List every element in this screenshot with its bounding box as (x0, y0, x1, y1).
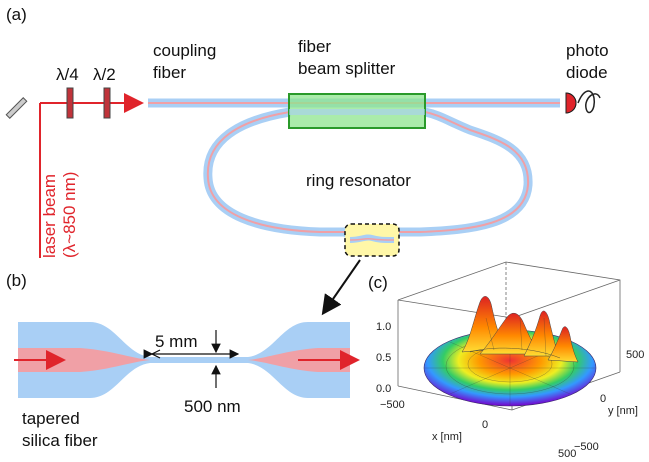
beam-splitter-label: fiber beam splitter (298, 37, 396, 78)
panel-label-c: (c) (368, 273, 388, 292)
photo-diode-label: photo diode (566, 41, 609, 82)
svg-text:coupling: coupling (153, 41, 216, 60)
photodiode-wire (577, 90, 601, 114)
svg-text:silica fiber: silica fiber (22, 431, 98, 450)
zoom-arrow (321, 259, 361, 316)
svg-text:tapered: tapered (22, 409, 80, 428)
svg-text:(λ~850 nm): (λ~850 nm) (60, 172, 79, 258)
panel-label-a: (a) (6, 5, 27, 24)
svg-text:fiber: fiber (153, 63, 186, 82)
tapered-fiber-cladding (18, 322, 350, 398)
x-tick-label: 500 (558, 448, 576, 460)
z-tick-label: 0.0 (376, 383, 391, 395)
quarter-wave-label: λ/4 (56, 65, 79, 84)
surface-plot: 1.0 0.5 0.0 −500 0 500 x [nm] 500 0 −500… (376, 261, 644, 460)
y-axis-label: y [nm] (608, 405, 638, 417)
svg-text:laser beam: laser beam (40, 174, 59, 258)
x-axis-label: x [nm] (432, 431, 462, 443)
half-wave-label: λ/2 (93, 65, 116, 84)
mirror (5, 97, 28, 119)
quarter-wave-plate (66, 87, 74, 119)
svg-text:fiber: fiber (298, 37, 331, 56)
y-tick-label: 0 (600, 393, 606, 405)
tapered-fiber-core (18, 348, 350, 372)
tapered-fiber-label: tapered silica fiber (22, 409, 98, 450)
laser-beam-label: laser beam (λ~850 nm) (40, 172, 79, 258)
length-label: 5 mm (155, 332, 198, 351)
x-tick-label: 0 (482, 419, 488, 431)
x-tick-label: −500 (380, 399, 405, 411)
y-tick-label: 500 (626, 349, 644, 361)
diameter-label: 500 nm (184, 397, 241, 416)
ring-resonator-label: ring resonator (306, 171, 411, 190)
coupling-fiber-label: coupling fiber (153, 41, 216, 82)
z-tick-label: 0.5 (376, 352, 391, 364)
photodiode (565, 92, 577, 114)
y-tick-label: −500 (574, 441, 599, 453)
half-wave-plate (103, 87, 111, 119)
z-tick-label: 1.0 (376, 321, 391, 333)
svg-text:photo: photo (566, 41, 609, 60)
svg-text:beam splitter: beam splitter (298, 59, 396, 78)
svg-text:diode: diode (566, 63, 608, 82)
panel-label-b: (b) (6, 271, 27, 290)
